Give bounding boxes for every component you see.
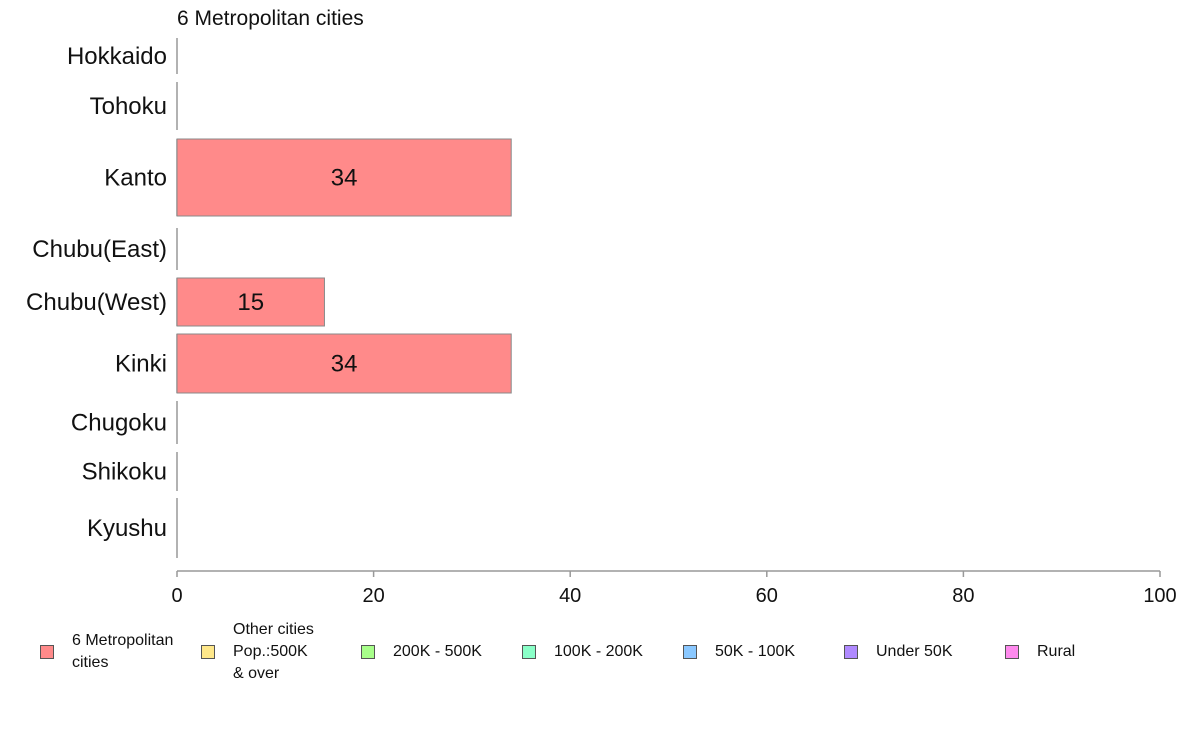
category-label: Chugoku	[71, 410, 167, 437]
legend-item: 100K - 200K	[522, 620, 643, 684]
category-label: Hokkaido	[67, 43, 167, 70]
x-axis: 0 20 40 60 80 100	[171, 570, 1177, 607]
legend-item: Other cities Pop.:500K & over	[201, 620, 314, 684]
legend-label: Other cities Pop.:500K & over	[233, 621, 314, 682]
data-label: 34	[331, 351, 358, 378]
legend-swatch	[201, 645, 215, 659]
category-label: Kyushu	[87, 515, 167, 542]
x-tick-label: 80	[952, 585, 974, 607]
legend: 6 Metropolitan cities Other cities Pop.:5…	[30, 620, 1150, 690]
chart-title: 6 Metropolitan cities	[177, 7, 364, 30]
legend-label: 6 Metropolitan cities	[72, 632, 174, 671]
category-label: Kinki	[115, 351, 167, 378]
legend-label: Under 50K	[876, 643, 953, 660]
legend-swatch	[844, 645, 858, 659]
legend-item: Rural	[1005, 620, 1075, 684]
category-label: Shikoku	[82, 459, 167, 486]
category-label: Chubu(East)	[32, 236, 167, 263]
category-label: Chubu(West)	[26, 289, 167, 316]
legend-swatch	[1005, 645, 1019, 659]
legend-item: 200K - 500K	[361, 620, 482, 684]
x-tick-label: 60	[756, 585, 778, 607]
bar	[176, 138, 512, 217]
legend-swatch	[683, 645, 697, 659]
data-label: 34	[331, 165, 358, 192]
legend-label: 100K - 200K	[554, 643, 643, 660]
bar	[176, 277, 325, 327]
category-label: Kanto	[104, 165, 167, 192]
legend-swatch	[361, 645, 375, 659]
x-tick-label: 0	[171, 585, 182, 607]
x-tick-label: 40	[559, 585, 581, 607]
legend-item: Under 50K	[844, 620, 953, 684]
category-label: Tohoku	[90, 93, 167, 120]
legend-swatch	[522, 645, 536, 659]
x-tick-label: 100	[1143, 585, 1176, 607]
x-tick-label: 20	[362, 585, 384, 607]
bars-group: 34 15 34	[176, 38, 512, 558]
legend-label: 200K - 500K	[393, 643, 482, 660]
legend-item: 6 Metropolitan cities	[40, 620, 173, 684]
legend-swatch	[40, 645, 54, 659]
bar	[176, 333, 512, 394]
data-label: 15	[237, 289, 264, 316]
legend-item: 50K - 100K	[683, 620, 795, 684]
category-labels: Hokkaido Tohoku Kanto Chubu(East) Chubu(West…	[26, 43, 167, 542]
legend-label: 50K - 100K	[715, 643, 796, 660]
legend-label: Rural	[1037, 643, 1076, 660]
